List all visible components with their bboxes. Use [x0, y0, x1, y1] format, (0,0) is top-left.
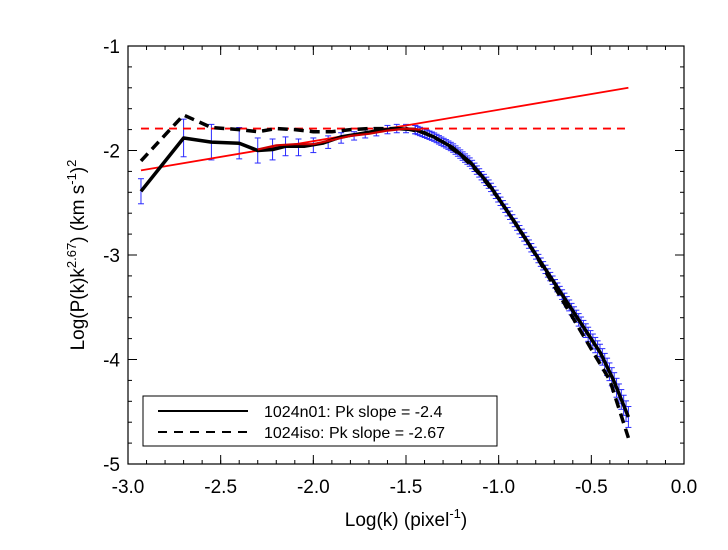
series-1024n01 — [139, 126, 631, 418]
x-axis-ticks: -3.0 -2.5 -2.0 -1.5 -1.0 -0.5 0.0 — [112, 46, 697, 498]
legend-label-1024n01: 1024n01: Pk slope = -2.4 — [264, 404, 442, 421]
y-tick-label: -4 — [103, 351, 120, 372]
x-tick-label: -1.0 — [482, 477, 515, 498]
legend: 1024n01: Pk slope = -2.4 1024iso: Pk slo… — [142, 395, 498, 447]
x-tick-label: -2.0 — [297, 477, 330, 498]
x-tick-label: -1.5 — [390, 477, 423, 498]
y-tick-label: -1 — [103, 37, 120, 58]
y-tick-label: -2 — [103, 142, 120, 163]
y-tick-label: -3 — [103, 246, 120, 267]
error-bars — [137, 118, 632, 428]
x-tick-label: 0.0 — [671, 477, 697, 498]
x-tick-label: -3.0 — [112, 477, 145, 498]
legend-label-1024iso: 1024iso: Pk slope = -2.67 — [264, 425, 445, 442]
x-axis-label: Log(k) (pixel-1) — [345, 506, 467, 531]
y-axis-ticks: -5 -4 -3 -2 -1 — [103, 37, 684, 476]
y-tick-label: -5 — [103, 455, 120, 476]
y-axis-label: Log(P(k)k2.67) (km s-1)2 — [64, 160, 89, 351]
x-tick-label: -0.5 — [575, 477, 608, 498]
series-red-overlay — [257, 127, 421, 151]
legend-box — [142, 395, 498, 447]
x-tick-label: -2.5 — [204, 477, 237, 498]
data-series — [139, 113, 631, 439]
